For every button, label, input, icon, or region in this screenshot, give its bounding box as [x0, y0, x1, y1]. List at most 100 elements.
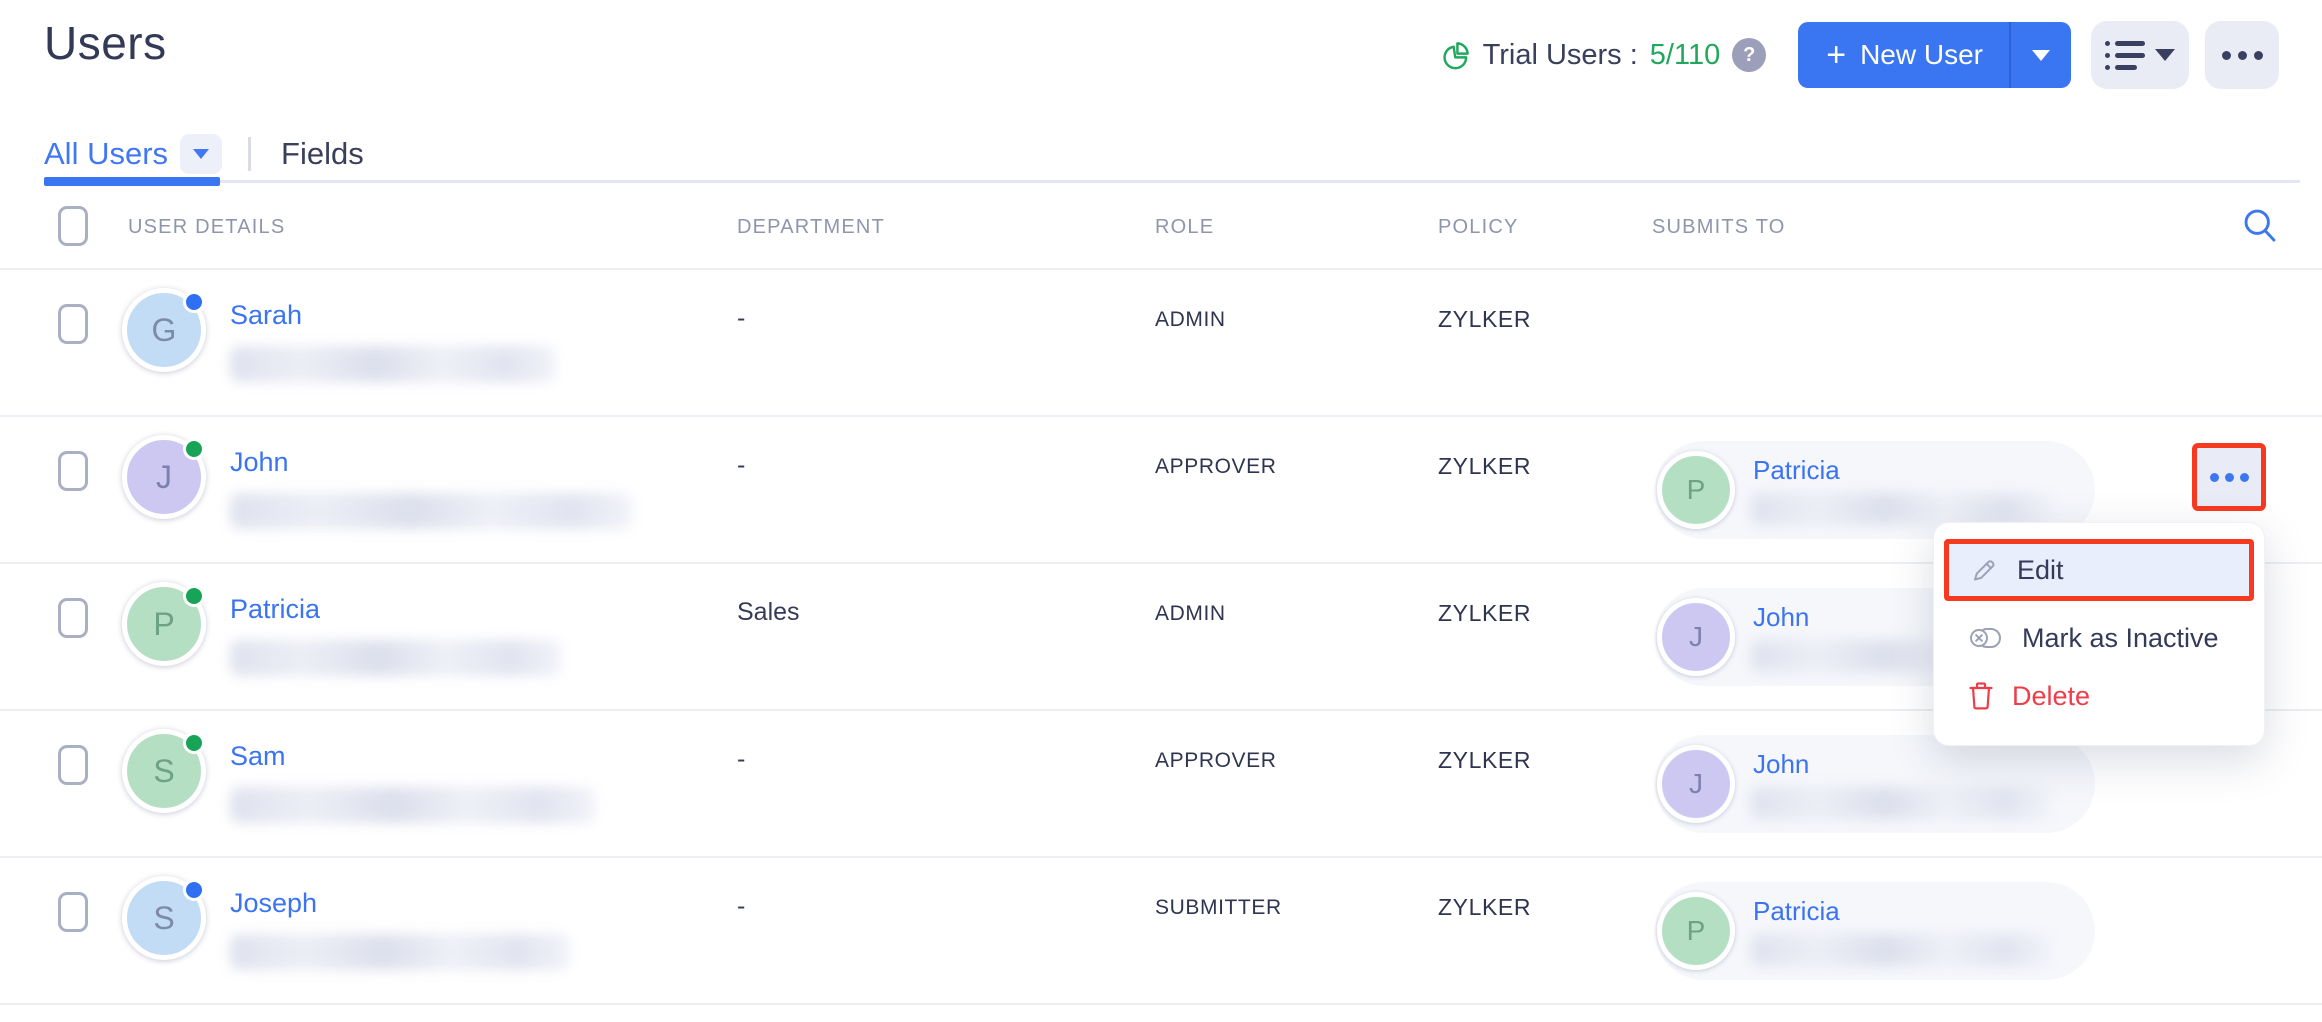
- submits-to-name-link[interactable]: John: [1753, 602, 1810, 632]
- tab-fields-label: Fields: [281, 136, 364, 171]
- row-checkbox[interactable]: [58, 745, 88, 785]
- page-title: Users: [44, 17, 167, 69]
- help-icon[interactable]: ?: [1732, 38, 1767, 72]
- department-cell: -: [737, 745, 746, 773]
- tab-fields[interactable]: Fields: [281, 136, 364, 172]
- avatar-letter: G: [151, 311, 177, 348]
- avatar-letter: P: [153, 605, 175, 642]
- policy-cell: ZYLKER: [1438, 453, 1532, 479]
- row-checkbox[interactable]: [58, 892, 88, 932]
- redacted-email: [230, 346, 556, 382]
- redacted-email: [1751, 934, 2051, 966]
- user-name-link[interactable]: Sam: [230, 741, 286, 771]
- row-more-actions-button[interactable]: [2192, 443, 2266, 511]
- submits-to-name-link[interactable]: John: [1753, 749, 1810, 779]
- policy-cell: ZYLKER: [1438, 747, 1532, 773]
- chevron-down-icon: [2155, 49, 2175, 61]
- trial-users-value: 5/110: [1649, 38, 1721, 71]
- submits-to-name-link[interactable]: Patricia: [1753, 896, 1840, 926]
- avatar: S: [122, 876, 206, 960]
- avatar: P: [1657, 451, 1735, 529]
- avatar: J: [1657, 598, 1735, 676]
- tab-all-users-label: All Users: [44, 136, 169, 171]
- avatar-letter: S: [153, 752, 175, 789]
- search-icon[interactable]: [2238, 204, 2282, 248]
- table-row: S Sam - APPROVER ZYLKER J John: [0, 711, 2322, 858]
- status-dot: [183, 732, 205, 754]
- column-header-user-details[interactable]: USER DETAILS: [128, 216, 286, 238]
- menu-item-edit-label: Edit: [2017, 554, 2064, 585]
- avatar: J: [1657, 745, 1735, 823]
- tab-all-users[interactable]: All Users: [44, 136, 168, 172]
- department-cell: -: [737, 451, 746, 479]
- status-dot: [183, 291, 205, 313]
- mark-inactive-icon: [1968, 625, 2004, 651]
- department-cell: Sales: [737, 598, 800, 626]
- table-header: USER DETAILS DEPARTMENT ROLE POLICY SUBM…: [0, 190, 2322, 270]
- avatar: P: [122, 582, 206, 666]
- department-cell: -: [737, 304, 746, 332]
- submits-to-chip[interactable]: P Patricia: [1655, 441, 2095, 539]
- status-dot: [183, 585, 205, 607]
- menu-item-mark-inactive[interactable]: Mark as Inactive: [1934, 609, 2264, 667]
- column-header-policy[interactable]: POLICY: [1438, 216, 1519, 238]
- row-checkbox[interactable]: [58, 598, 88, 638]
- role-cell: SUBMITTER: [1155, 896, 1282, 919]
- role-cell: APPROVER: [1155, 455, 1277, 478]
- department-cell: -: [737, 892, 746, 920]
- menu-item-delete[interactable]: Delete: [1934, 667, 2264, 725]
- more-options-button[interactable]: [2205, 21, 2279, 89]
- new-user-dropdown-button[interactable]: [2009, 22, 2071, 88]
- ellipsis-icon: [2221, 50, 2263, 60]
- column-header-role[interactable]: ROLE: [1155, 216, 1215, 238]
- policy-cell: ZYLKER: [1438, 894, 1532, 920]
- trial-users-counter: Trial Users : 5/110 ?: [1441, 38, 1767, 72]
- select-all-checkbox[interactable]: [58, 206, 88, 246]
- header-actions: Trial Users : 5/110 ? + New User: [1441, 21, 2279, 89]
- chevron-down-icon: [193, 149, 210, 159]
- table-row: S Joseph - SUBMITTER ZYLKER P Patricia: [0, 858, 2322, 1005]
- list-view-icon: [2105, 40, 2145, 70]
- user-name-link[interactable]: John: [230, 447, 289, 477]
- avatar: J: [122, 435, 206, 519]
- redacted-email: [1751, 493, 2051, 525]
- avatar-letter: J: [156, 458, 172, 495]
- view-options-button[interactable]: [2091, 21, 2189, 89]
- user-name-link[interactable]: Sarah: [230, 300, 303, 330]
- all-users-dropdown-button[interactable]: [180, 134, 223, 174]
- user-name-link[interactable]: Patricia: [230, 594, 321, 624]
- row-context-menu: Edit Mark as Inactive Delete: [1933, 522, 2265, 746]
- menu-item-delete-label: Delete: [2012, 680, 2091, 711]
- new-user-button[interactable]: + New User: [1798, 22, 2071, 88]
- row-checkbox[interactable]: [58, 451, 88, 491]
- trash-icon: [1968, 681, 1994, 711]
- new-user-button-label: New User: [1860, 39, 1983, 70]
- pie-chart-icon: [1441, 40, 1471, 70]
- column-header-submits-to[interactable]: SUBMITS TO: [1652, 216, 1786, 238]
- submits-to-chip[interactable]: P Patricia: [1655, 882, 2095, 980]
- role-cell: ADMIN: [1155, 308, 1226, 331]
- tab-divider: [248, 137, 252, 171]
- status-dot: [183, 438, 205, 460]
- table-row: G Sarah - ADMIN ZYLKER: [0, 270, 2322, 417]
- user-name-link[interactable]: Joseph: [230, 888, 318, 918]
- policy-cell: ZYLKER: [1438, 306, 1532, 332]
- row-checkbox[interactable]: [58, 304, 88, 344]
- submits-to-name-link[interactable]: Patricia: [1753, 455, 1840, 485]
- avatar: G: [122, 288, 206, 372]
- column-header-department[interactable]: DEPARTMENT: [737, 216, 885, 238]
- submits-to-chip[interactable]: J John: [1655, 735, 2095, 833]
- plus-icon: +: [1826, 36, 1847, 74]
- policy-cell: ZYLKER: [1438, 600, 1532, 626]
- trial-users-label: Trial Users :: [1482, 38, 1638, 71]
- menu-item-edit[interactable]: Edit: [1944, 539, 2254, 601]
- menu-item-mark-inactive-label: Mark as Inactive: [2022, 622, 2219, 653]
- avatar: P: [1657, 892, 1735, 970]
- avatar-letter: S: [153, 899, 175, 936]
- redacted-email: [1751, 787, 2051, 819]
- avatar: S: [122, 729, 206, 813]
- chevron-down-icon: [2032, 49, 2050, 61]
- status-dot: [183, 879, 205, 901]
- pencil-icon: [1969, 555, 1999, 585]
- redacted-email: [230, 934, 570, 970]
